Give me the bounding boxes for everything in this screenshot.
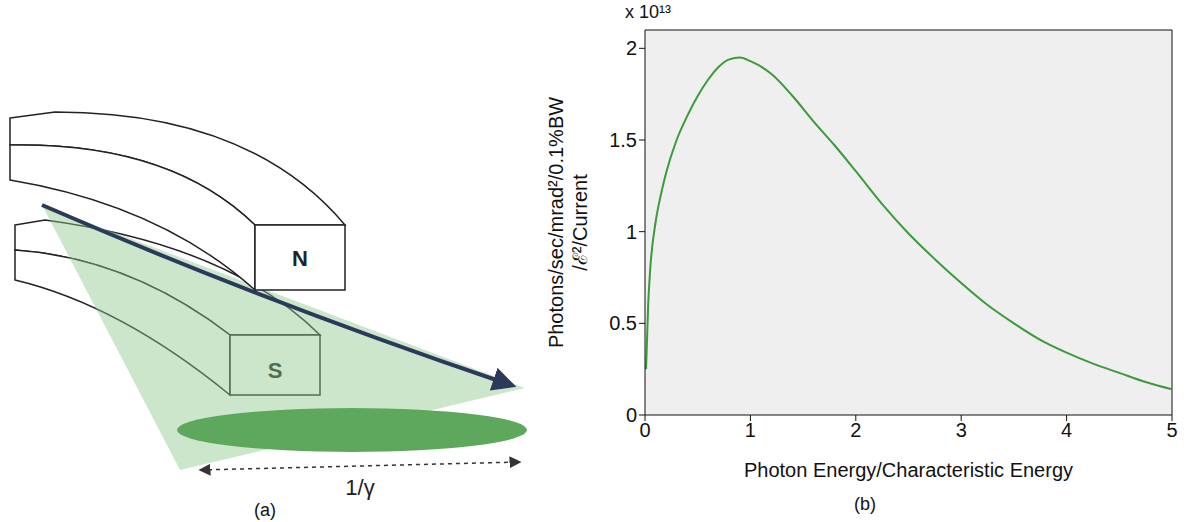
svg-text:1: 1	[745, 419, 756, 441]
svg-text:2: 2	[626, 37, 637, 59]
svg-text:1/γ: 1/γ	[345, 475, 374, 500]
svg-text:2: 2	[850, 419, 861, 441]
svg-text:1.5: 1.5	[609, 129, 637, 151]
svg-text:(a): (a)	[254, 500, 276, 520]
svg-text:N: N	[292, 246, 308, 271]
svg-text:5: 5	[1166, 419, 1177, 441]
html-text:x 10¹³: x 10¹³	[625, 2, 671, 22]
svg-text:3: 3	[956, 419, 967, 441]
svg-text:0.5: 0.5	[609, 312, 637, 334]
svg-text:Photon Energy/Characteristic E: Photon Energy/Characteristic Energy	[744, 459, 1073, 481]
svg-text:1: 1	[626, 221, 637, 243]
svg-text:4: 4	[1061, 419, 1072, 441]
svg-text:Photons/sec/mrad²/0.1%BW/ℰ²/Cu: Photons/sec/mrad²/0.1%BW/ℰ²/Current	[545, 97, 591, 348]
svg-text:0: 0	[626, 404, 637, 426]
html-text:(b): (b)	[854, 494, 876, 514]
svg-text:0: 0	[639, 419, 650, 441]
